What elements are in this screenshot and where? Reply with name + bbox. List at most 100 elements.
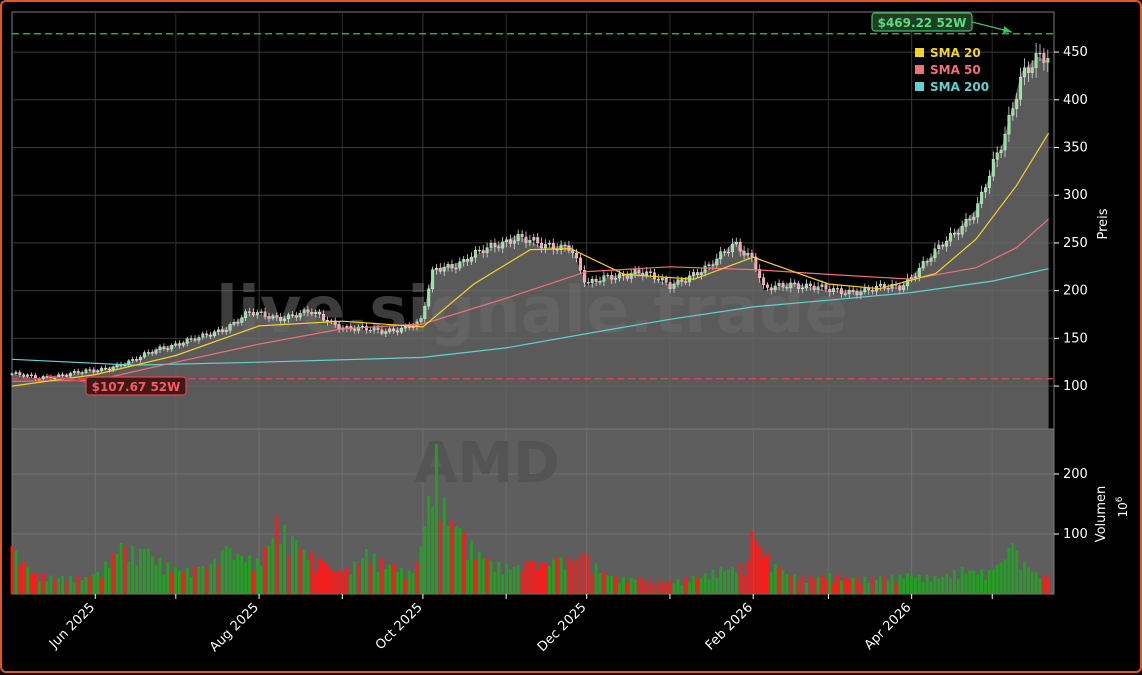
volume-bar (995, 564, 999, 594)
volume-bar (801, 576, 804, 594)
volume-bar (664, 582, 668, 594)
candle-body (878, 284, 882, 287)
candle-body (625, 275, 629, 279)
volume-bar (696, 577, 699, 594)
volume-bar (365, 549, 368, 594)
candle-body (536, 237, 540, 244)
volume-bar (384, 568, 388, 594)
volume-bar (213, 558, 216, 594)
volume-bar (929, 581, 933, 594)
volume-bar (357, 563, 360, 594)
candle-body (956, 232, 960, 235)
candle-body (738, 241, 742, 252)
legend-swatch-sma-50 (915, 65, 924, 74)
candle-body (890, 284, 894, 289)
candle-body (886, 288, 890, 290)
volume-bar (738, 562, 742, 594)
candle-body (396, 330, 399, 333)
volume-bar (220, 549, 224, 594)
volume-bar (898, 574, 902, 594)
candle-body (10, 373, 14, 375)
candle-body (528, 240, 532, 243)
candle-body (976, 203, 980, 218)
candle-body (76, 371, 80, 373)
volume-bar (310, 552, 314, 594)
candle-body (177, 343, 181, 346)
volume-bar (614, 576, 617, 594)
volume-bar (972, 570, 976, 594)
volume-bar (855, 577, 859, 594)
candle-body (816, 286, 820, 290)
candle-body (859, 291, 863, 296)
candle-body (540, 242, 544, 249)
volume-bar (715, 577, 719, 594)
candle-body (660, 277, 664, 281)
candle-body (1046, 58, 1050, 63)
volume-bar (583, 552, 586, 594)
candle-body (364, 326, 368, 331)
sma-20-line (11, 132, 1050, 387)
candle-body (287, 314, 290, 320)
volume-bar (146, 549, 150, 594)
volume-bar (442, 498, 446, 594)
candle-body (14, 372, 18, 374)
volume-bar (734, 572, 738, 594)
candle-body (602, 275, 606, 282)
volume-bar (949, 578, 952, 594)
volume-bar (388, 564, 392, 594)
candle-body (668, 282, 672, 289)
candle-body (910, 277, 913, 279)
volume-bar (532, 560, 536, 594)
candle-body (127, 360, 131, 365)
candle-body (629, 273, 633, 279)
candle-body (1003, 134, 1007, 151)
volume-bar (625, 582, 629, 594)
candle-body (88, 369, 92, 371)
volume-bar (762, 557, 765, 594)
volume-bar (840, 580, 843, 594)
volume-bar (540, 562, 543, 594)
volume-bar (14, 550, 18, 594)
volume-bar (579, 555, 582, 594)
candle-body (793, 282, 797, 285)
volume-bar (26, 567, 29, 594)
candle-body (92, 369, 96, 373)
candle-body (1030, 67, 1034, 73)
candle-body (828, 289, 832, 293)
candle-body (65, 375, 68, 377)
candle-body (205, 333, 209, 336)
candle-body (1023, 67, 1026, 78)
volume-bar (178, 570, 181, 594)
volume-bar (921, 582, 925, 594)
volume-bar (968, 570, 972, 594)
candle-body (353, 328, 357, 331)
candle-body (216, 329, 220, 332)
volume-bar (610, 576, 614, 594)
volume-bar (205, 567, 209, 594)
candle-body (376, 327, 380, 331)
volume-bar (485, 558, 489, 594)
candle-body (162, 346, 166, 349)
candle-body (863, 287, 867, 293)
volume-bar (649, 578, 652, 594)
candle-body (579, 257, 582, 271)
candle-body (61, 374, 65, 376)
volume-bar (263, 547, 267, 594)
candle-body (185, 338, 189, 344)
candle-body (419, 318, 423, 322)
volume-bar (139, 548, 142, 594)
candle-body (68, 372, 72, 377)
volume-bar (228, 547, 232, 594)
candle-body (1019, 76, 1023, 100)
candle-body (427, 288, 431, 307)
x-tick-label: Oct 2025 (373, 600, 426, 653)
volume-bar (1023, 561, 1026, 594)
price-tick-label: 350 (1063, 141, 1088, 156)
volume-bar (396, 571, 399, 594)
candle-body (1007, 115, 1011, 135)
volume-bar (435, 444, 438, 594)
candle-body (898, 285, 902, 291)
candle-body (337, 324, 341, 330)
volume-bar (108, 568, 111, 594)
